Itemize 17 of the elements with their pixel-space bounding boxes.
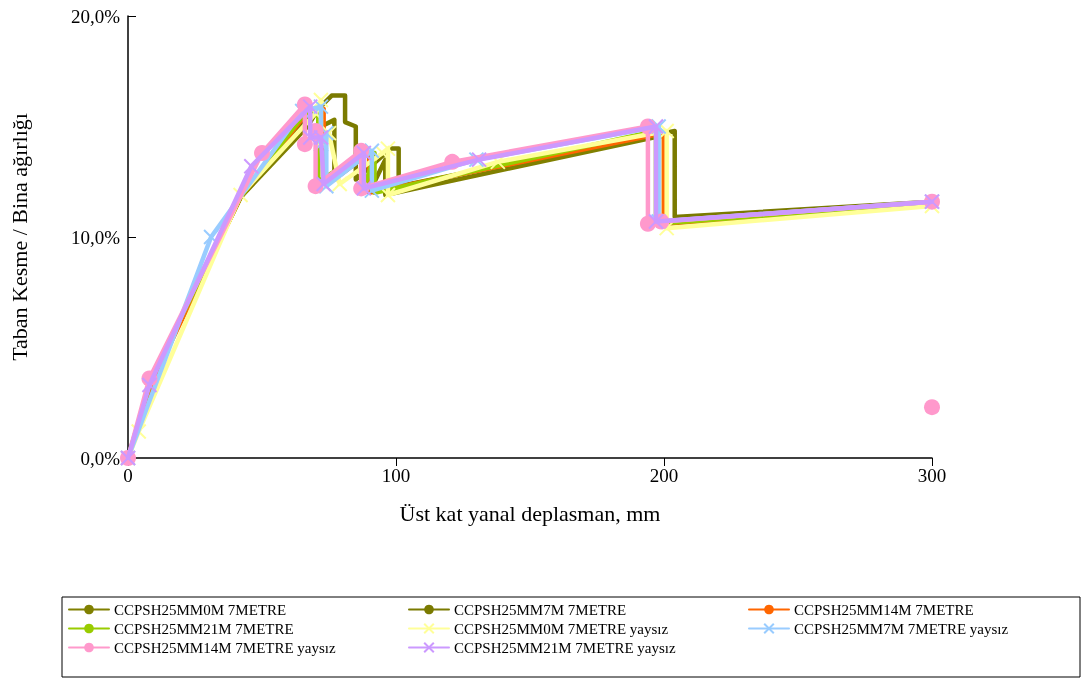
x-tick-label: 100 bbox=[381, 465, 411, 486]
legend-label: CCPSH25MM14M 7METRE bbox=[794, 601, 974, 618]
legend-label: CCPSH25MM7M 7METRE yaysız bbox=[794, 620, 1009, 637]
y-axis-title: Taban Kesme / Bina ağırlığı bbox=[6, 113, 32, 361]
y-tick-label: 0,0% bbox=[80, 447, 121, 469]
legend-label: CCPSH25MM14M 7METRE yaysız bbox=[114, 639, 337, 656]
legend-label: CCPSH25MM21M 7METRE yaysız bbox=[454, 639, 677, 656]
y-tick-label: 10,0% bbox=[70, 226, 121, 248]
legend-label: CCPSH25MM0M 7METRE yaysız bbox=[454, 620, 669, 637]
x-tick-label: 300 bbox=[917, 465, 947, 486]
x-tick-label: 200 bbox=[649, 465, 679, 486]
legend-label: CCPSH25MM7M 7METRE bbox=[454, 601, 627, 618]
x-tick-label: 0 bbox=[123, 465, 133, 486]
legend-label: CCPSH25MM0M 7METRE bbox=[114, 601, 287, 618]
legend-label: CCPSH25MM21M 7METRE bbox=[114, 620, 294, 637]
x-axis-title: Üst kat yanal deplasman, mm bbox=[399, 500, 661, 526]
y-tick-label: 20,0% bbox=[70, 5, 121, 27]
